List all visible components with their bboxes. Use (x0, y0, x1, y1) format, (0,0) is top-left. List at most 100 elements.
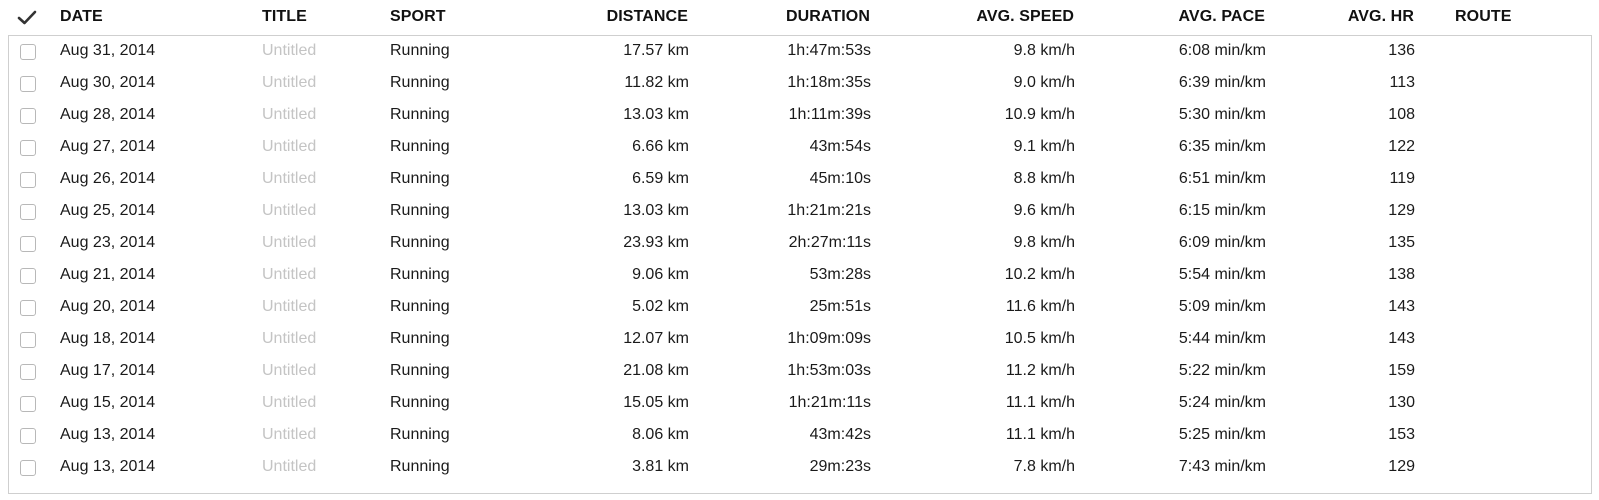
cell-avg-hr: 138 (1388, 266, 1415, 283)
cell-duration: 1h:53m:03s (787, 362, 871, 379)
cell-title[interactable]: Untitled (262, 266, 317, 283)
cell-title[interactable]: Untitled (262, 234, 317, 251)
cell-date: Aug 25, 2014 (60, 202, 156, 219)
table-row[interactable]: Aug 25, 2014 Untitled Running 13.03 km 1… (9, 196, 1591, 228)
cell-title[interactable]: Untitled (262, 298, 317, 315)
column-header-avg-pace[interactable]: AVG. PACE (1178, 8, 1265, 25)
cell-duration: 1h:21m:11s (788, 394, 871, 411)
cell-avg-speed: 9.1 km/h (1013, 138, 1075, 155)
cell-sport: Running (390, 74, 450, 91)
cell-title[interactable]: Untitled (262, 394, 317, 411)
cell-avg-pace: 7:43 min/km (1178, 458, 1266, 475)
cell-date: Aug 21, 2014 (60, 266, 156, 283)
cell-date: Aug 13, 2014 (60, 426, 156, 443)
cell-date: Aug 15, 2014 (60, 394, 156, 411)
cell-date: Aug 17, 2014 (60, 362, 156, 379)
cell-title[interactable]: Untitled (262, 458, 317, 475)
table-row[interactable]: Aug 20, 2014 Untitled Running 5.02 km 25… (9, 292, 1591, 324)
column-header-date[interactable]: DATE (60, 8, 103, 25)
cell-avg-hr: 108 (1388, 106, 1415, 123)
cell-date: Aug 31, 2014 (60, 42, 156, 59)
column-header-distance[interactable]: DISTANCE (606, 8, 688, 25)
row-select-checkbox[interactable] (20, 76, 36, 92)
cell-duration: 1h:09m:09s (787, 330, 871, 347)
cell-avg-pace: 5:54 min/km (1178, 266, 1266, 283)
column-header-avg-speed[interactable]: AVG. SPEED (976, 8, 1074, 25)
table-row[interactable]: Aug 23, 2014 Untitled Running 23.93 km 2… (9, 228, 1591, 260)
cell-avg-pace: 5:09 min/km (1178, 298, 1266, 315)
select-all-checkmark-icon[interactable] (16, 9, 38, 27)
row-select-checkbox[interactable] (20, 172, 36, 188)
row-select-checkbox[interactable] (20, 396, 36, 412)
cell-sport: Running (390, 138, 450, 155)
cell-avg-speed: 10.5 km/h (1004, 330, 1075, 347)
table-row[interactable]: Aug 26, 2014 Untitled Running 6.59 km 45… (9, 164, 1591, 196)
column-header-sport[interactable]: SPORT (390, 8, 446, 25)
cell-title[interactable]: Untitled (262, 330, 317, 347)
cell-sport: Running (390, 458, 450, 475)
cell-date: Aug 13, 2014 (60, 458, 156, 475)
cell-sport: Running (390, 362, 450, 379)
cell-duration: 25m:51s (809, 298, 871, 315)
cell-avg-pace: 6:09 min/km (1178, 234, 1266, 251)
table-row[interactable]: Aug 27, 2014 Untitled Running 6.66 km 43… (9, 132, 1591, 164)
row-select-checkbox[interactable] (20, 108, 36, 124)
cell-duration: 29m:23s (809, 458, 871, 475)
cell-title[interactable]: Untitled (262, 202, 317, 219)
column-header-route[interactable]: ROUTE (1455, 8, 1512, 25)
cell-title[interactable]: Untitled (262, 362, 317, 379)
cell-avg-speed: 11.1 km/h (1005, 394, 1075, 411)
table-row[interactable]: Aug 17, 2014 Untitled Running 21.08 km 1… (9, 356, 1591, 388)
cell-duration: 53m:28s (809, 266, 871, 283)
column-header-title[interactable]: TITLE (262, 8, 307, 25)
cell-duration: 1h:11m:39s (788, 106, 871, 123)
cell-distance: 9.06 km (632, 266, 689, 283)
table-row[interactable]: Aug 21, 2014 Untitled Running 9.06 km 53… (9, 260, 1591, 292)
cell-date: Aug 23, 2014 (60, 234, 156, 251)
cell-title[interactable]: Untitled (262, 170, 317, 187)
row-select-checkbox[interactable] (20, 140, 36, 156)
cell-title[interactable]: Untitled (262, 426, 317, 443)
cell-distance: 13.03 km (623, 106, 689, 123)
cell-distance: 5.02 km (632, 298, 689, 315)
cell-sport: Running (390, 426, 450, 443)
row-select-checkbox[interactable] (20, 364, 36, 380)
table-row[interactable]: Aug 13, 2014 Untitled Running 8.06 km 43… (9, 420, 1591, 452)
table-row[interactable]: Aug 31, 2014 Untitled Running 17.57 km 1… (9, 36, 1591, 68)
cell-avg-speed: 8.8 km/h (1013, 170, 1075, 187)
table-row[interactable]: Aug 15, 2014 Untitled Running 15.05 km 1… (9, 388, 1591, 420)
cell-avg-pace: 6:15 min/km (1178, 202, 1266, 219)
cell-sport: Running (390, 394, 450, 411)
row-select-checkbox[interactable] (20, 460, 36, 476)
table-row[interactable]: Aug 18, 2014 Untitled Running 12.07 km 1… (9, 324, 1591, 356)
row-select-checkbox[interactable] (20, 300, 36, 316)
cell-avg-hr: 143 (1388, 330, 1415, 347)
cell-title[interactable]: Untitled (262, 138, 317, 155)
table-row[interactable]: Aug 30, 2014 Untitled Running 11.82 km 1… (9, 68, 1591, 100)
row-select-checkbox[interactable] (20, 332, 36, 348)
column-header-duration[interactable]: DURATION (785, 8, 870, 25)
cell-avg-speed: 9.8 km/h (1013, 234, 1075, 251)
column-header-avg-hr[interactable]: AVG. HR (1347, 8, 1414, 25)
row-select-checkbox[interactable] (20, 44, 36, 60)
cell-title[interactable]: Untitled (262, 42, 317, 59)
table-row[interactable]: Aug 13, 2014 Untitled Running 3.81 km 29… (9, 452, 1591, 484)
cell-title[interactable]: Untitled (262, 106, 317, 123)
row-select-checkbox[interactable] (20, 268, 36, 284)
table-row[interactable]: Aug 28, 2014 Untitled Running 13.03 km 1… (9, 100, 1591, 132)
cell-avg-pace: 5:22 min/km (1178, 362, 1266, 379)
row-select-checkbox[interactable] (20, 204, 36, 220)
cell-avg-pace: 5:25 min/km (1178, 426, 1266, 443)
cell-title[interactable]: Untitled (262, 74, 317, 91)
cell-date: Aug 18, 2014 (60, 330, 156, 347)
row-select-checkbox[interactable] (20, 428, 36, 444)
cell-avg-pace: 6:35 min/km (1178, 138, 1266, 155)
cell-avg-hr: 113 (1389, 74, 1415, 91)
table-header: DATE TITLE SPORT DISTANCE DURATION AVG. … (0, 0, 1599, 34)
cell-avg-speed: 7.8 km/h (1013, 458, 1075, 475)
cell-date: Aug 20, 2014 (60, 298, 156, 315)
row-select-checkbox[interactable] (20, 236, 36, 252)
cell-sport: Running (390, 330, 450, 347)
cell-distance: 11.82 km (624, 74, 689, 91)
cell-sport: Running (390, 234, 450, 251)
